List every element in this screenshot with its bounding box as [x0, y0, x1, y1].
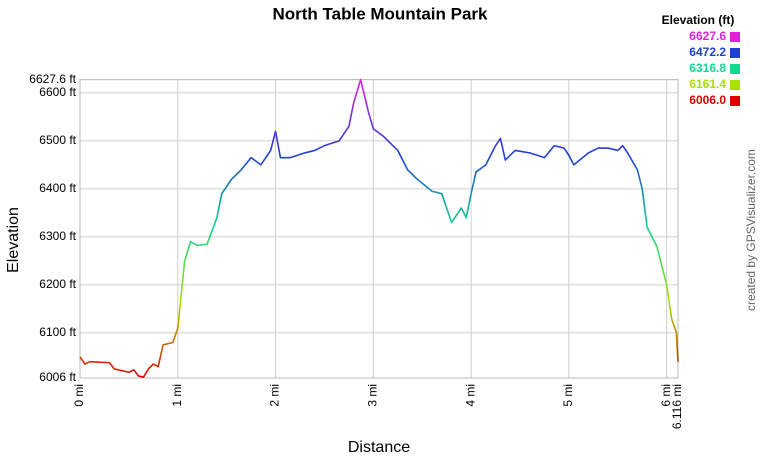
x-tick-label: 1 mi — [170, 384, 184, 407]
y-tick-label: 6300 ft — [39, 229, 76, 243]
x-tick-label: 6 mi — [659, 384, 673, 407]
x-tick-label: 5 mi — [561, 384, 575, 407]
legend-swatch — [730, 96, 740, 106]
x-tick-label: 6.116 mi — [670, 384, 684, 429]
y-tick-label: 6006 ft — [39, 370, 76, 384]
chart-title: North Table Mountain Park — [272, 4, 488, 23]
legend-label: 6006.0 — [689, 93, 726, 107]
legend-label: 6161.4 — [689, 77, 726, 91]
legend-label: 6627.6 — [689, 29, 726, 43]
y-tick-label: 6600 ft — [39, 85, 76, 99]
y-tick-label: 6400 ft — [39, 181, 76, 195]
legend-swatch — [730, 48, 740, 58]
x-tick-label: 0 mi — [72, 384, 86, 407]
y-tick-label: 6100 ft — [39, 325, 76, 339]
credit: created by GPSVisualizer.com — [744, 149, 758, 311]
legend-swatch — [730, 64, 740, 74]
elevation-line — [79, 78, 679, 378]
y-axis-label: Elevation — [5, 207, 22, 273]
legend-title: Elevation (ft) — [662, 13, 735, 27]
x-tick-label: 2 mi — [268, 384, 282, 407]
legend-swatch — [730, 80, 740, 90]
y-tick-label: 6627.6 ft — [29, 72, 76, 86]
x-tick-label: 3 mi — [366, 384, 380, 407]
y-tick-label: 6200 ft — [39, 277, 76, 291]
legend-swatch — [730, 32, 740, 42]
legend-label: 6472.2 — [689, 45, 726, 59]
y-tick-label: 6500 ft — [39, 133, 76, 147]
plot-border — [79, 79, 679, 379]
legend-label: 6316.8 — [689, 61, 726, 75]
x-tick-label: 4 mi — [463, 384, 477, 407]
x-axis-label: Distance — [348, 439, 410, 456]
